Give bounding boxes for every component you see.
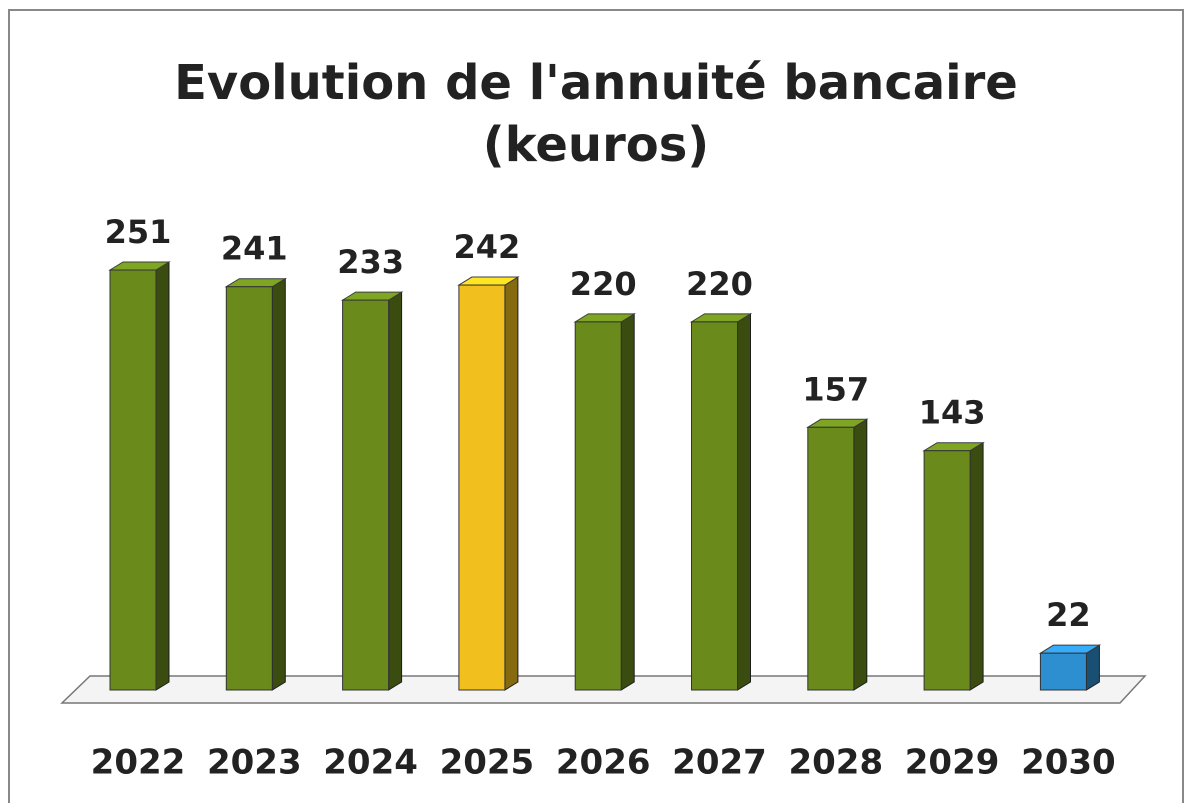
value-label: 233 [337, 243, 404, 281]
x-tick-label: 2022 [91, 743, 186, 783]
value-label: 220 [686, 265, 753, 303]
value-label: 143 [919, 394, 986, 432]
bar [574, 321, 622, 691]
x-tick-label: 2027 [672, 743, 767, 783]
bar-side [155, 261, 170, 691]
frame-border [8, 9, 1184, 803]
bar-side [504, 276, 519, 691]
x-tick-label: 2025 [440, 743, 535, 783]
x-tick-label: 2029 [905, 743, 1000, 783]
bar-side [388, 291, 403, 691]
x-tick-label: 2030 [1021, 743, 1116, 783]
bar-side [737, 312, 751, 691]
bar-side [853, 418, 868, 691]
x-tick-label: 2026 [556, 743, 651, 783]
bar [109, 269, 157, 691]
bar-side [620, 312, 635, 691]
bar [225, 286, 273, 691]
bar [1039, 652, 1087, 691]
bar [691, 321, 738, 691]
bar [923, 450, 971, 691]
x-tick-label: 2028 [788, 743, 883, 783]
bar-side [271, 277, 286, 691]
value-label: 241 [221, 230, 288, 268]
value-label: 22 [1046, 596, 1091, 634]
bar [342, 299, 390, 691]
x-tick-label: 2023 [207, 743, 302, 783]
value-label: 157 [802, 370, 869, 408]
x-tick-label: 2024 [323, 743, 418, 783]
bar [458, 284, 506, 691]
value-label: 220 [570, 265, 637, 303]
value-label: 251 [105, 213, 172, 251]
bar-side [969, 441, 984, 691]
bar [807, 426, 855, 691]
chart-title: Evolution de l'annuité bancaire (keuros) [174, 55, 1018, 173]
value-label: 242 [454, 228, 521, 266]
